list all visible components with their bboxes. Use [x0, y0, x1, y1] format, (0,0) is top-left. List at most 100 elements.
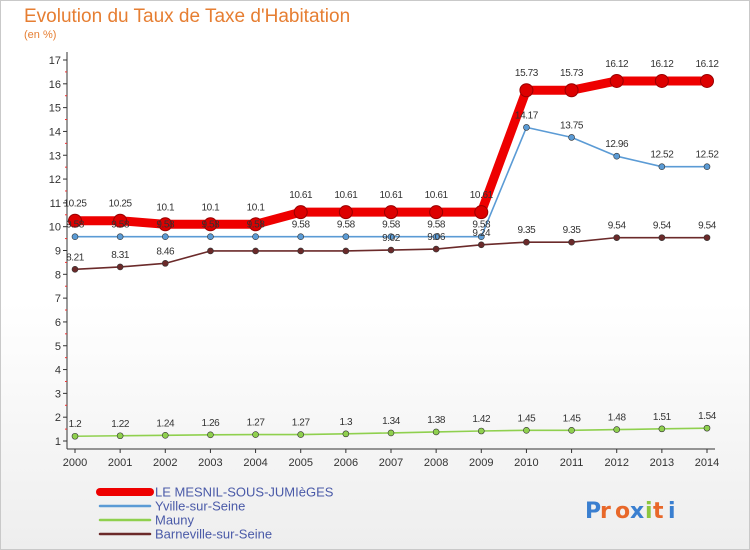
data-point: [207, 247, 214, 255]
data-point: [432, 233, 440, 240]
legend: LE MESNIL-SOUS-JUMIèGESYville-sur-SeineM…: [96, 485, 334, 542]
y-tick-label: 17: [49, 55, 61, 67]
data-point: [568, 426, 575, 434]
data-point: [384, 205, 398, 220]
data-label: 12.96: [605, 139, 629, 150]
proxiti-logo: Pr o x i t i: [585, 499, 676, 524]
data-point: [432, 245, 440, 253]
data-point: [658, 163, 666, 170]
data-label: 16.12: [605, 59, 629, 70]
data-labels: 10.25 10.25 10.1 10.1 10.1 10.61 10.61 10.61 10.…: [63, 59, 719, 430]
data-label: 10.1: [247, 202, 266, 213]
data-label: 1.24: [156, 418, 175, 429]
data-label: 13.75: [560, 120, 584, 131]
data-point: [703, 163, 711, 170]
data-point: [609, 73, 624, 88]
data-point: [523, 124, 530, 131]
data-label: 9.58: [337, 220, 356, 231]
data-point: [477, 241, 485, 249]
data-point: [297, 247, 305, 255]
data-point: [248, 217, 263, 232]
data-label: 9.58: [292, 220, 311, 231]
data-label: 9.58: [111, 220, 130, 231]
y-tick-label: 13: [49, 150, 61, 162]
legend-label: Barneville-sur-Seine: [155, 527, 272, 542]
x-tick-label: 2002: [153, 457, 177, 469]
x-tick-label: 2011: [560, 457, 584, 469]
x-tick-label: 2004: [243, 457, 267, 469]
data-label: 9.58: [382, 220, 401, 231]
data-label: 1.3: [340, 417, 354, 428]
data-label: 9.54: [698, 221, 717, 232]
data-point: [161, 431, 169, 439]
data-point: [519, 83, 534, 98]
x-tick-label: 2000: [63, 457, 87, 469]
data-point: [703, 424, 711, 432]
data-point: [474, 205, 489, 220]
data-label: 12.52: [650, 150, 674, 161]
data-point: [297, 233, 305, 240]
data-label: 9.06: [427, 232, 446, 243]
data-label: 14.17: [515, 110, 539, 121]
x-tick-label: 2005: [288, 457, 312, 469]
y-tick-label: 10: [49, 222, 61, 234]
data-point: [700, 73, 714, 88]
data-label: 1.54: [698, 411, 717, 422]
data-point: [338, 205, 353, 220]
data-point: [207, 233, 214, 240]
data-label: 10.61: [334, 190, 358, 201]
data-point: [293, 205, 308, 220]
data-label: 9.58: [427, 220, 446, 231]
data-label: 10.1: [156, 202, 175, 213]
data-point: [613, 234, 621, 241]
data-label: 12.52: [695, 150, 719, 161]
x-tick-label: 2007: [379, 457, 403, 469]
y-tick-label: 1: [55, 436, 61, 448]
y-tick-label: 4: [55, 365, 61, 377]
data-point: [613, 426, 621, 433]
data-point: [252, 431, 259, 438]
data-point: [113, 213, 128, 228]
data-point: [342, 247, 350, 255]
data-point: [387, 429, 395, 437]
logo-letter: x: [630, 499, 644, 524]
logo-letter: i: [668, 499, 676, 524]
data-point: [477, 427, 485, 435]
data-point: [654, 73, 669, 88]
y-tick-label: 5: [55, 341, 61, 353]
data-label: 16.12: [650, 59, 674, 70]
y-tick-label: 11: [50, 198, 61, 210]
data-label: 10.61: [379, 190, 403, 201]
data-point: [523, 238, 530, 246]
data-label: 1.34: [382, 416, 401, 427]
data-point: [116, 263, 124, 271]
data-label: 9.58: [156, 220, 175, 231]
data-point: [161, 233, 169, 240]
data-point: [116, 432, 124, 440]
data-label: 16.12: [695, 59, 719, 70]
data-label: 1.45: [563, 413, 582, 424]
data-point: [658, 234, 666, 241]
chart-title: Evolution du Taux de Taxe d'Habitation: [24, 6, 351, 27]
data-label: 10.61: [425, 190, 449, 201]
data-label: 1.22: [111, 419, 130, 430]
data-label: 10.61: [470, 190, 494, 201]
data-label: 1.26: [201, 418, 220, 429]
data-point: [252, 247, 259, 255]
data-point: [477, 233, 485, 240]
y-tick-label: 8: [55, 269, 61, 281]
data-point: [161, 260, 169, 267]
data-label: 15.73: [515, 68, 539, 79]
data-label: 1.42: [472, 414, 491, 425]
x-tick-label: 2010: [514, 457, 538, 469]
legend-label: Mauny: [155, 513, 195, 528]
data-label: 9.58: [472, 220, 491, 231]
data-label: 1.51: [653, 412, 672, 423]
data-point: [68, 213, 82, 228]
data-label: 10.25: [63, 199, 87, 210]
data-label: 1.48: [608, 413, 627, 424]
data-label: 9.58: [66, 220, 85, 231]
